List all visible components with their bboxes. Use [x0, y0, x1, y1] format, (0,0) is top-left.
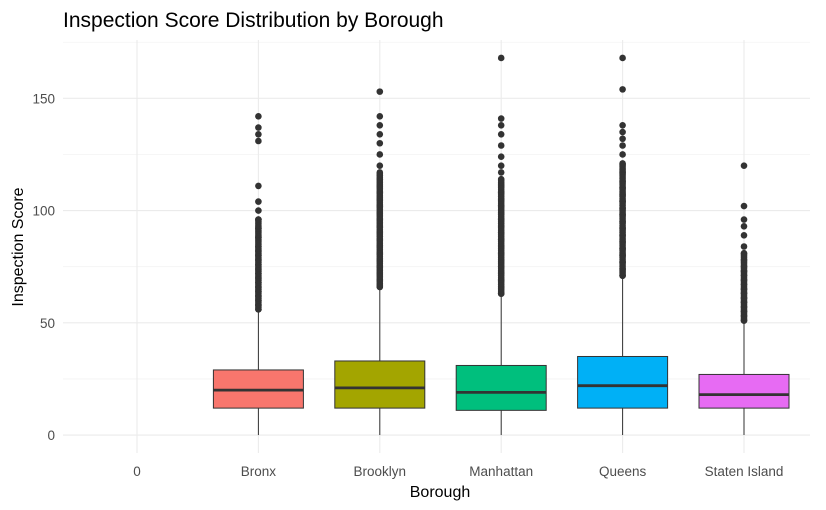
outlier-point — [497, 130, 505, 138]
outlier-point — [619, 121, 626, 129]
x-axis-title: Borough — [410, 484, 471, 501]
outlier-point — [376, 113, 384, 120]
outlier-point — [497, 153, 505, 161]
box-group — [334, 88, 426, 436]
outlier-point — [255, 198, 262, 205]
outlier-point — [619, 151, 626, 158]
box-iqr — [334, 360, 426, 409]
outlier-point — [255, 137, 262, 145]
outlier-point — [255, 124, 262, 131]
outlier-point — [740, 162, 748, 169]
x-tick-label: Queens — [599, 464, 647, 479]
grid-layer — [63, 40, 810, 453]
y-axis-title: Inspection Score — [10, 187, 27, 306]
box-iqr — [577, 355, 669, 409]
y-tick-label: 50 — [40, 316, 55, 331]
chart-title: Inspection Score Distribution by Borough — [63, 9, 444, 32]
y-tick-label: 100 — [32, 204, 55, 219]
box-iqr — [698, 373, 790, 409]
x-tick-label: Manhattan — [469, 464, 533, 479]
outlier-point — [376, 151, 384, 158]
x-tick-label: Staten Island — [705, 464, 784, 479]
x-tick-label: Bronx — [241, 464, 277, 479]
outlier-point — [255, 130, 262, 138]
outlier-point — [740, 216, 748, 223]
outlier-point — [255, 182, 262, 190]
outlier-point — [376, 88, 384, 95]
outlier-point — [497, 162, 505, 169]
outlier-point — [619, 161, 626, 168]
outlier-point — [376, 130, 384, 138]
outlier-point — [497, 142, 505, 149]
outlier-point — [619, 135, 626, 143]
x-tick-label: 0 — [133, 464, 141, 479]
box-layer — [212, 54, 790, 436]
box-group — [212, 113, 304, 436]
tick-layer: 0 50 100 150 0 Bronx Brooklyn Manhattan Queens St… — [32, 91, 783, 479]
outlier-point — [497, 115, 505, 122]
box-iqr — [455, 364, 547, 411]
x-tick-label: Brooklyn — [354, 464, 407, 479]
outlier-point — [255, 216, 262, 223]
outlier-point — [376, 170, 384, 178]
outlier-point — [740, 222, 748, 230]
outlier-point — [376, 139, 384, 147]
outlier-point — [740, 243, 748, 250]
box-group — [455, 54, 547, 436]
outlier-point — [376, 121, 384, 129]
box-group — [698, 162, 790, 436]
outlier-point — [740, 202, 748, 210]
outlier-point — [497, 169, 505, 176]
outlier-point — [497, 121, 505, 129]
outlier-point — [740, 231, 748, 239]
outlier-point — [376, 162, 384, 169]
outlier-point — [619, 142, 626, 149]
outlier-point — [497, 177, 505, 184]
outlier-point — [619, 54, 626, 62]
y-tick-label: 0 — [47, 428, 55, 443]
outlier-point — [497, 54, 505, 62]
box-group — [577, 54, 669, 436]
outlier-point — [255, 113, 262, 120]
outlier-point — [255, 207, 262, 214]
y-tick-label: 150 — [32, 91, 55, 106]
outlier-point — [740, 250, 748, 258]
outlier-point — [619, 86, 626, 93]
outlier-point — [619, 128, 626, 136]
